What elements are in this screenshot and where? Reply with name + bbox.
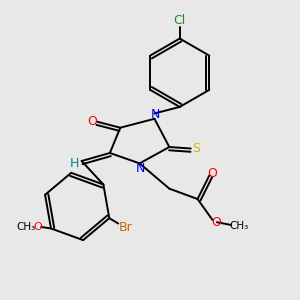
- Text: H: H: [70, 157, 79, 170]
- Text: O: O: [208, 167, 218, 180]
- Text: N: N: [136, 162, 145, 175]
- Text: O: O: [87, 115, 97, 128]
- Text: CH₃: CH₃: [17, 222, 36, 232]
- Text: CH₃: CH₃: [229, 221, 248, 231]
- Text: Cl: Cl: [174, 14, 186, 27]
- Text: O: O: [211, 216, 221, 229]
- Text: S: S: [192, 142, 200, 155]
- Text: N: N: [151, 107, 160, 121]
- Text: Br: Br: [119, 220, 133, 234]
- Text: O: O: [33, 222, 42, 232]
